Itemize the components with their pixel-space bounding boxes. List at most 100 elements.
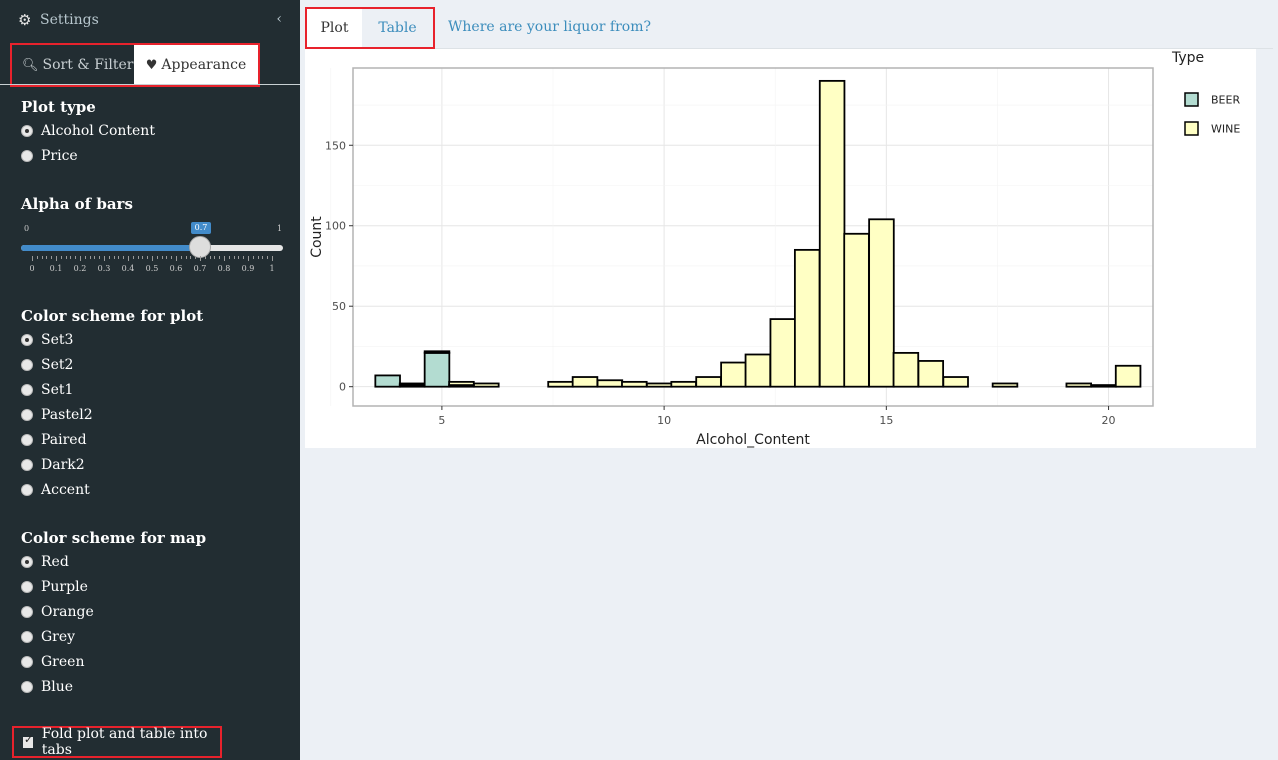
slider-tick bbox=[46, 256, 48, 259]
radio-dot[interactable] bbox=[21, 459, 33, 471]
slider-tick bbox=[128, 256, 129, 261]
bar-beer bbox=[423, 351, 451, 388]
bar-wine bbox=[398, 382, 426, 386]
checkbox[interactable] bbox=[23, 733, 33, 748]
radio-dot[interactable] bbox=[21, 606, 33, 618]
radio-map-green[interactable]: Green bbox=[21, 654, 84, 670]
slider-tick bbox=[75, 256, 77, 259]
y-tick-label: 50 bbox=[332, 300, 346, 313]
slider-tick-label: 0.9 bbox=[241, 264, 255, 273]
slider-handle[interactable] bbox=[189, 236, 211, 258]
radio-map-purple[interactable]: Purple bbox=[21, 579, 88, 595]
slider-tick bbox=[137, 256, 139, 259]
search-icon: 🔍︎ bbox=[22, 57, 39, 73]
radio-dot[interactable] bbox=[21, 484, 33, 496]
radio-dot[interactable] bbox=[21, 656, 33, 668]
slider-tick bbox=[65, 256, 67, 259]
radio-dot[interactable] bbox=[21, 384, 33, 396]
slider-tick bbox=[233, 256, 235, 259]
bar-wine bbox=[1114, 364, 1142, 388]
radio-dot[interactable] bbox=[21, 359, 33, 371]
y-tick-label: 0 bbox=[339, 381, 346, 394]
radio-plot-dark2[interactable]: Dark2 bbox=[21, 457, 85, 473]
radio-plot-set2[interactable]: Set2 bbox=[21, 357, 73, 373]
radio-dot[interactable] bbox=[21, 434, 33, 446]
slider-tick bbox=[161, 256, 163, 259]
radio-dot[interactable] bbox=[21, 681, 33, 693]
slider-tick-label: 0.2 bbox=[73, 264, 87, 273]
radio-label: Accent bbox=[41, 482, 90, 498]
radio-map-blue[interactable]: Blue bbox=[21, 679, 73, 695]
tab-plot[interactable]: Plot bbox=[307, 9, 362, 47]
slider-tick bbox=[248, 256, 249, 261]
tab-liquor-origin[interactable]: Where are your liquor from? bbox=[448, 19, 651, 35]
radio-plot-pastel2[interactable]: Pastel2 bbox=[21, 407, 93, 423]
plot-panel: 0 50 100 150 5 10 15 20 Alcohol_Content Count Type… bbox=[305, 49, 1256, 448]
radio-alcohol-content[interactable]: Alcohol Content bbox=[21, 123, 155, 139]
sidebar-title: Settings bbox=[40, 12, 99, 28]
slider-tick bbox=[123, 256, 125, 259]
slider-tick bbox=[272, 256, 273, 261]
fold-tabs-checkbox[interactable]: Fold plot and table into tabs bbox=[12, 726, 222, 758]
bar-wine bbox=[448, 380, 475, 386]
radio-plot-set3[interactable]: Set3 bbox=[21, 332, 73, 348]
tab-sort-filter[interactable]: 🔍︎ Sort & Filter bbox=[12, 45, 134, 85]
radio-map-red[interactable]: Red bbox=[21, 554, 69, 570]
slider-tick bbox=[156, 256, 158, 259]
slider-ticks: 0 0.1 0.2 0.3 0.4 0.5 0.6 0.7 0.8 0.9 1 bbox=[21, 256, 283, 276]
radio-label: Orange bbox=[41, 604, 94, 620]
tab-appearance-label: Appearance bbox=[161, 57, 247, 73]
radio-label: Green bbox=[41, 654, 85, 670]
bar-wine bbox=[1090, 384, 1117, 388]
radio-map-orange[interactable]: Orange bbox=[21, 604, 94, 620]
slider-tick-label: 0.4 bbox=[121, 264, 135, 273]
alpha-slider[interactable]: 0 1 0.7 0 0.1 0.2 0.3 0.4 0.5 0.6 0.7 0.8 0.9 1 bbox=[21, 222, 283, 282]
radio-plot-accent[interactable]: Accent bbox=[21, 482, 90, 498]
slider-tick bbox=[108, 256, 110, 259]
radio-plot-paired[interactable]: Paired bbox=[21, 432, 87, 448]
bar-wine bbox=[868, 218, 895, 388]
slider-tick bbox=[80, 256, 81, 261]
radio-label: Set3 bbox=[41, 332, 74, 348]
radio-price[interactable]: Price bbox=[21, 148, 78, 164]
collapse-icon[interactable]: ‹ bbox=[276, 11, 282, 27]
bar-wine bbox=[645, 382, 673, 388]
bar-wine bbox=[991, 382, 1019, 388]
fold-tabs-label: Fold plot and table into tabs bbox=[41, 726, 208, 758]
radio-dot[interactable] bbox=[21, 581, 33, 593]
tab-table[interactable]: Table bbox=[378, 20, 417, 36]
radio-dot[interactable] bbox=[21, 631, 33, 643]
slider-tick-label: 0.1 bbox=[49, 264, 63, 273]
radio-dot[interactable] bbox=[21, 334, 33, 346]
bar-wine bbox=[818, 79, 846, 388]
radio-map-grey[interactable]: Grey bbox=[21, 629, 75, 645]
radio-dot[interactable] bbox=[21, 556, 33, 568]
slider-tick-label: 0.6 bbox=[169, 264, 183, 273]
radio-dot[interactable] bbox=[21, 409, 33, 421]
tab-appearance[interactable]: ♥ Appearance bbox=[134, 45, 258, 85]
histogram-chart: 0 50 100 150 5 10 15 20 Alcohol_Content Count Type… bbox=[309, 50, 1240, 448]
slider-tick bbox=[36, 256, 38, 259]
radio-label: Alcohol Content bbox=[41, 123, 155, 139]
radio-plot-set1[interactable]: Set1 bbox=[21, 382, 73, 398]
x-tick-label: 10 bbox=[657, 414, 671, 427]
radio-dot[interactable] bbox=[21, 125, 33, 137]
slider-tick bbox=[243, 256, 245, 259]
slider-tick bbox=[89, 256, 91, 259]
legend-swatch-beer bbox=[1184, 92, 1199, 107]
slider-tick bbox=[99, 256, 101, 259]
slider-tick bbox=[56, 256, 57, 261]
bar-beer bbox=[374, 374, 401, 388]
bar-wine bbox=[917, 360, 945, 388]
radio-dot[interactable] bbox=[21, 150, 33, 162]
slider-tick bbox=[60, 256, 62, 259]
radio-label: Set1 bbox=[41, 382, 74, 398]
legend-label-beer: BEER bbox=[1211, 94, 1240, 107]
gear-icon: ⚙ bbox=[18, 11, 32, 29]
y-tick-label: 100 bbox=[325, 220, 346, 233]
slider-tick bbox=[180, 256, 182, 259]
legend-title: Type bbox=[1171, 50, 1204, 66]
radio-label: Dark2 bbox=[41, 457, 85, 473]
slider-tick bbox=[176, 256, 177, 261]
slider-tick bbox=[166, 256, 168, 259]
